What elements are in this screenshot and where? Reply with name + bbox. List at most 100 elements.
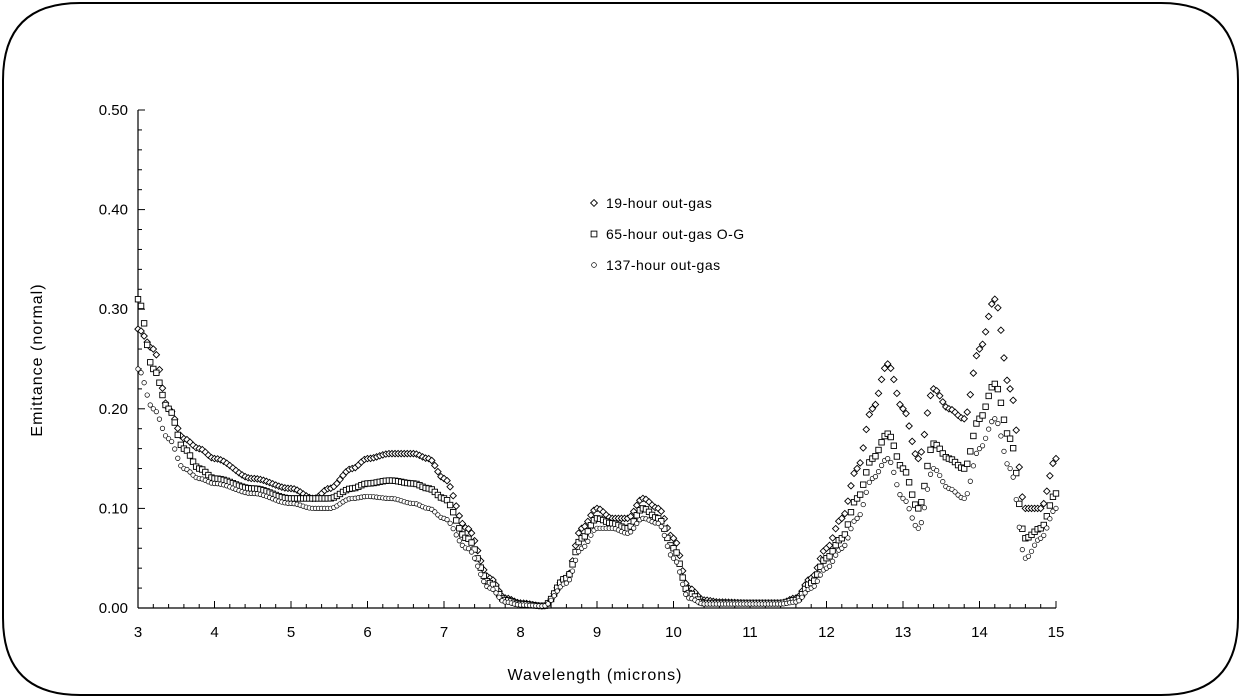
data-point — [670, 555, 677, 561]
data-point — [966, 390, 975, 399]
data-point — [921, 482, 928, 490]
data-point — [1019, 547, 1025, 553]
data-point — [430, 461, 439, 470]
data-point — [969, 369, 978, 377]
data-point — [902, 409, 910, 418]
data-point — [927, 471, 934, 477]
data-point — [967, 478, 973, 484]
legend-label: 19-hour out-gas — [606, 195, 712, 211]
data-point — [174, 431, 181, 439]
data-point — [918, 499, 925, 506]
data-point — [677, 569, 683, 575]
data-point — [844, 497, 852, 505]
series-1 — [134, 295, 1060, 610]
data-point — [664, 543, 670, 549]
data-point — [569, 561, 576, 568]
data-point — [140, 320, 148, 327]
data-point — [987, 300, 996, 308]
data-point — [137, 302, 145, 310]
data-point — [572, 557, 579, 563]
data-point — [997, 326, 1005, 335]
series-3 — [135, 366, 1059, 609]
x-tick-label: 9 — [593, 624, 601, 641]
data-point — [983, 435, 989, 441]
data-point — [817, 572, 823, 578]
data-point — [1000, 416, 1008, 423]
data-point — [1039, 499, 1048, 508]
data-point — [582, 543, 588, 549]
x-tick-label: 3 — [134, 624, 142, 641]
y-tick-label: 0.20 — [99, 401, 128, 418]
data-point — [891, 469, 897, 475]
data-point — [135, 366, 141, 372]
data-point — [875, 446, 882, 454]
data-point — [860, 481, 867, 488]
data-point — [171, 419, 178, 426]
data-point — [909, 491, 916, 498]
data-point — [976, 446, 983, 452]
data-point — [857, 511, 863, 518]
y-tick-label: 0.40 — [99, 202, 128, 219]
data-point — [1001, 448, 1007, 454]
data-point — [634, 520, 640, 527]
data-point — [878, 462, 885, 469]
data-point — [970, 432, 977, 440]
data-point — [894, 482, 900, 488]
data-point — [934, 467, 940, 474]
data-point — [1006, 385, 1014, 393]
data-point — [545, 601, 551, 607]
legend-label: 65-hour out-gas O-G — [606, 226, 745, 242]
data-point — [427, 456, 436, 465]
data-point — [847, 481, 855, 490]
data-point — [995, 420, 1001, 427]
data-point — [885, 456, 891, 462]
data-point — [866, 479, 872, 485]
data-point — [1012, 426, 1021, 435]
data-point — [908, 437, 917, 446]
data-point — [456, 525, 463, 532]
data-point — [847, 509, 855, 516]
data-point — [985, 392, 992, 400]
x-tick-label: 8 — [516, 624, 524, 641]
data-point — [169, 438, 175, 445]
data-point — [437, 472, 445, 481]
data-point — [871, 400, 880, 409]
x-tick-label: 5 — [287, 624, 295, 641]
data-point — [927, 446, 934, 454]
data-point — [566, 571, 573, 578]
data-point — [868, 404, 877, 413]
data-point — [914, 454, 923, 463]
data-point — [172, 446, 178, 452]
data-point — [875, 469, 882, 475]
data-point — [1006, 435, 1014, 442]
data-point — [444, 517, 450, 523]
data-point — [890, 442, 897, 449]
data-point — [1013, 469, 1020, 477]
data-point — [935, 391, 944, 400]
data-point — [921, 505, 928, 511]
data-point — [952, 489, 958, 495]
data-point — [979, 443, 986, 449]
data-point — [453, 517, 460, 524]
data-point — [900, 495, 906, 502]
data-point — [986, 426, 992, 432]
data-point — [982, 403, 989, 410]
data-point — [481, 578, 487, 585]
data-point — [468, 539, 475, 546]
x-tick-label: 11 — [742, 624, 758, 641]
x-tick-label: 6 — [363, 624, 371, 641]
data-point — [826, 563, 833, 569]
data-point — [1016, 500, 1023, 508]
legend-label: 137-hour out-gas — [606, 257, 721, 273]
data-point — [658, 524, 664, 530]
legend-marker — [590, 230, 598, 238]
data-point — [802, 590, 808, 596]
data-point — [859, 444, 868, 452]
y-tick-label: 0.30 — [99, 301, 128, 318]
data-point — [554, 588, 560, 594]
data-point — [837, 514, 846, 523]
data-point — [842, 542, 848, 548]
data-point — [964, 460, 971, 467]
data-point — [588, 532, 594, 538]
